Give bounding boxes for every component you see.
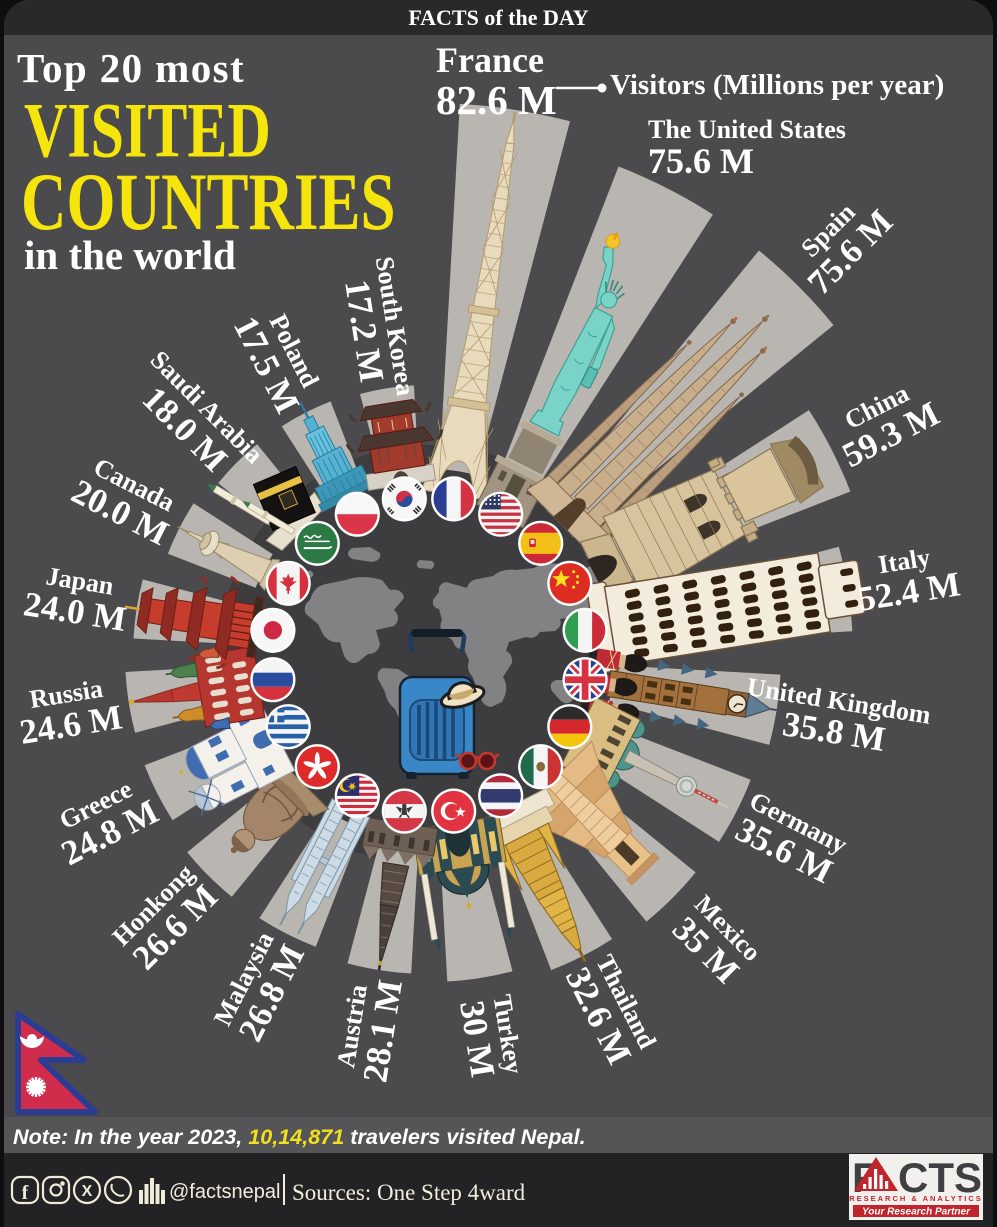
svg-text:X: X — [82, 1183, 93, 1200]
svg-text:Your Research Partner: Your Research Partner — [862, 1207, 971, 1218]
svg-text:f: f — [22, 1182, 29, 1204]
svg-text:RESEARCH & ANALYTICS: RESEARCH & ANALYTICS — [849, 1194, 983, 1203]
svg-text:CTS: CTS — [898, 1154, 982, 1201]
